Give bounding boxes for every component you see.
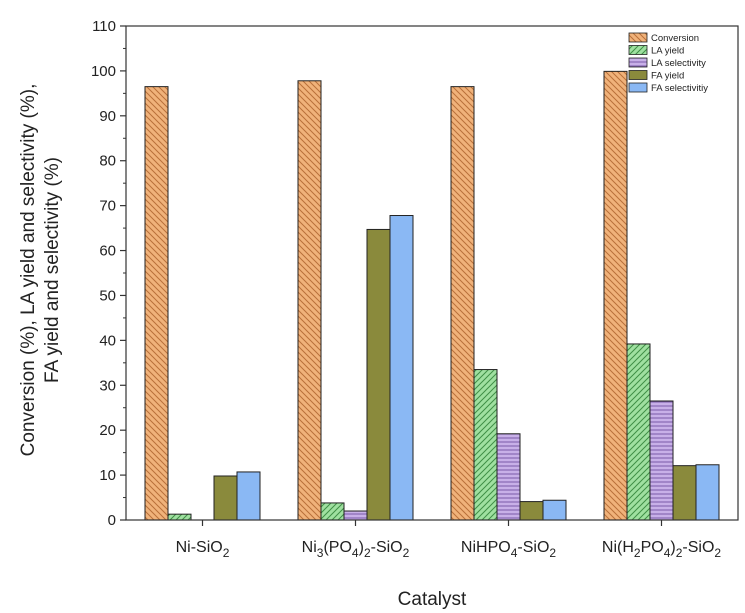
legend-label-fa-selectivitiy: FA selectivitiy bbox=[651, 83, 708, 94]
bar-fa-selectivitiy-2 bbox=[389, 215, 414, 521]
x-tick-label: NiHPO4-SiO2 bbox=[461, 539, 556, 560]
bar-fa-selectivitiy-4 bbox=[695, 464, 720, 521]
bar-fa-yield-1 bbox=[213, 475, 238, 521]
y-tick-label: 80 bbox=[99, 153, 116, 170]
bars bbox=[144, 70, 720, 521]
y-axis-title-line-2: FA yield and selectivity (%) bbox=[42, 157, 63, 383]
y-axis-title-line-1: Conversion (%), LA yield and selectivity… bbox=[18, 84, 39, 457]
bar-fa-yield-3 bbox=[519, 501, 544, 521]
legend-swatch-fa-yield bbox=[628, 70, 648, 80]
y-tick-label: 60 bbox=[99, 243, 116, 260]
bar-fa-yield-4 bbox=[672, 465, 697, 521]
bar-fa-yield-2 bbox=[366, 228, 391, 521]
bar-la-yield-4 bbox=[626, 343, 651, 521]
bar-la-selectivity-2 bbox=[343, 510, 368, 521]
plot-frame bbox=[125, 25, 739, 521]
legend-swatch-la-yield bbox=[628, 45, 648, 55]
legend-label-la-yield: LA yield bbox=[651, 46, 684, 57]
legend-swatch-fa-selectivitiy bbox=[628, 82, 648, 93]
legend-swatch-la-selectivity bbox=[628, 57, 648, 68]
x-tick-label: Ni-SiO2 bbox=[176, 539, 230, 560]
y-axis: 0 10 20 30 40 50 60 70 80 90 100 110 bbox=[91, 18, 126, 529]
y-tick-label: 10 bbox=[99, 467, 116, 484]
bar-la-yield-3 bbox=[473, 369, 498, 521]
bar-la-yield-2 bbox=[320, 502, 345, 521]
bar-la-selectivity-3 bbox=[496, 433, 521, 521]
y-tick-label: 110 bbox=[92, 18, 116, 35]
y-axis-title: Conversion (%), LA yield and selectivity… bbox=[18, 84, 63, 457]
bar-la-selectivity-4 bbox=[649, 400, 674, 521]
legend-swatch-conversion bbox=[628, 32, 648, 43]
y-tick-label: 20 bbox=[99, 422, 116, 439]
y-tick-label: 90 bbox=[99, 108, 116, 125]
legend-label-fa-yield: FA yield bbox=[651, 71, 684, 82]
legend-label-la-selectivity: LA selectivity bbox=[651, 58, 706, 69]
legend-label-conversion: Conversion bbox=[651, 33, 699, 44]
y-tick-label: 30 bbox=[99, 377, 116, 394]
bar-conversion-3 bbox=[450, 86, 475, 521]
x-axis: Ni-SiO2 Ni3(PO4)2-SiO2 NiHPO4-SiO2 Ni(H2PO4… bbox=[176, 520, 722, 560]
bar-conversion-4 bbox=[603, 70, 628, 521]
x-axis-title: Catalyst bbox=[398, 589, 467, 610]
x-tick-label: Ni3(PO4)2-SiO2 bbox=[302, 539, 410, 560]
bar-conversion-2 bbox=[297, 80, 322, 521]
y-tick-label: 0 bbox=[108, 512, 116, 529]
bar-fa-selectivitiy-1 bbox=[236, 471, 261, 521]
bar-la-yield-1 bbox=[167, 513, 192, 521]
y-tick-label: 50 bbox=[99, 287, 116, 304]
x-tick-label: Ni(H2PO4)2-SiO2 bbox=[602, 539, 722, 560]
bar-fa-selectivitiy-3 bbox=[542, 499, 567, 521]
bar-conversion-1 bbox=[144, 86, 169, 521]
y-tick-label: 100 bbox=[91, 63, 116, 80]
y-tick-label: 70 bbox=[99, 198, 116, 215]
y-tick-label: 40 bbox=[99, 332, 116, 349]
